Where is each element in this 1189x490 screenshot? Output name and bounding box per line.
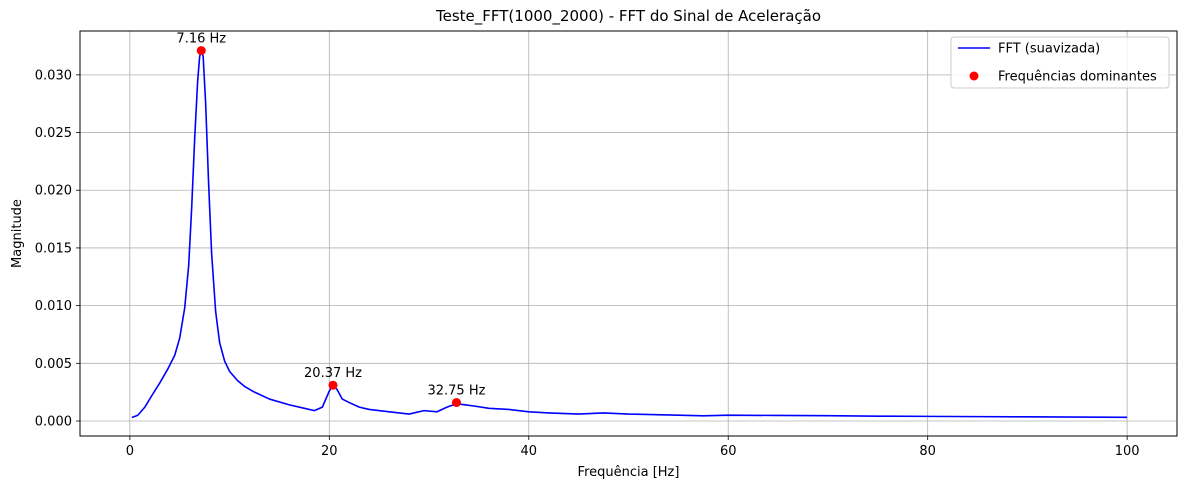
x-tick-label: 20: [321, 444, 338, 459]
dominant-frequency-point: [451, 398, 461, 408]
legend-entry-dominant: Frequências dominantes: [998, 70, 1157, 85]
y-axis-label: Magnitude: [10, 199, 25, 268]
x-tick-label: 80: [919, 444, 936, 459]
x-axis-label: Frequência [Hz]: [578, 465, 680, 480]
x-tick-label: 60: [720, 444, 737, 459]
peak-annotation: 20.37 Hz: [304, 366, 362, 381]
y-tick-label: 0.015: [35, 241, 72, 256]
y-tick-label: 0.030: [35, 68, 72, 83]
peak-annotation: 32.75 Hz: [427, 384, 485, 399]
legend: FFT (suavizada) Frequências dominantes: [950, 36, 1170, 89]
y-tick-label: 0.005: [35, 357, 72, 372]
y-tick-label: 0.000: [35, 415, 72, 430]
dominant-frequency-point: [196, 46, 206, 56]
dominant-frequency-point: [328, 380, 338, 390]
plot-series: [131, 46, 1128, 419]
y-tick-label: 0.010: [35, 299, 72, 314]
legend-dot-swatch: [969, 71, 979, 81]
y-tick-label: 0.020: [35, 184, 72, 199]
legend-box: [950, 36, 1170, 89]
axis-ticks: 0 20 40 60 80 100 0.000 0.005 0.010 0.015 0.020 0.0…: [35, 68, 1140, 459]
chart-title: Teste_FFT(1000_2000) - FFT do Sinal de A…: [435, 7, 821, 26]
y-tick-label: 0.025: [35, 126, 72, 141]
legend-entry-fft: FFT (suavizada): [998, 42, 1100, 57]
x-tick-label: 40: [520, 444, 537, 459]
grid: [80, 31, 1177, 436]
x-tick-label: 0: [126, 444, 134, 459]
fft-line: [131, 49, 1128, 419]
annotations: 7.16 Hz 20.37 Hz 32.75 Hz: [176, 32, 485, 399]
plot-frame: [79, 30, 1178, 437]
peak-annotation: 7.16 Hz: [176, 32, 226, 47]
x-tick-label: 100: [1115, 444, 1140, 459]
